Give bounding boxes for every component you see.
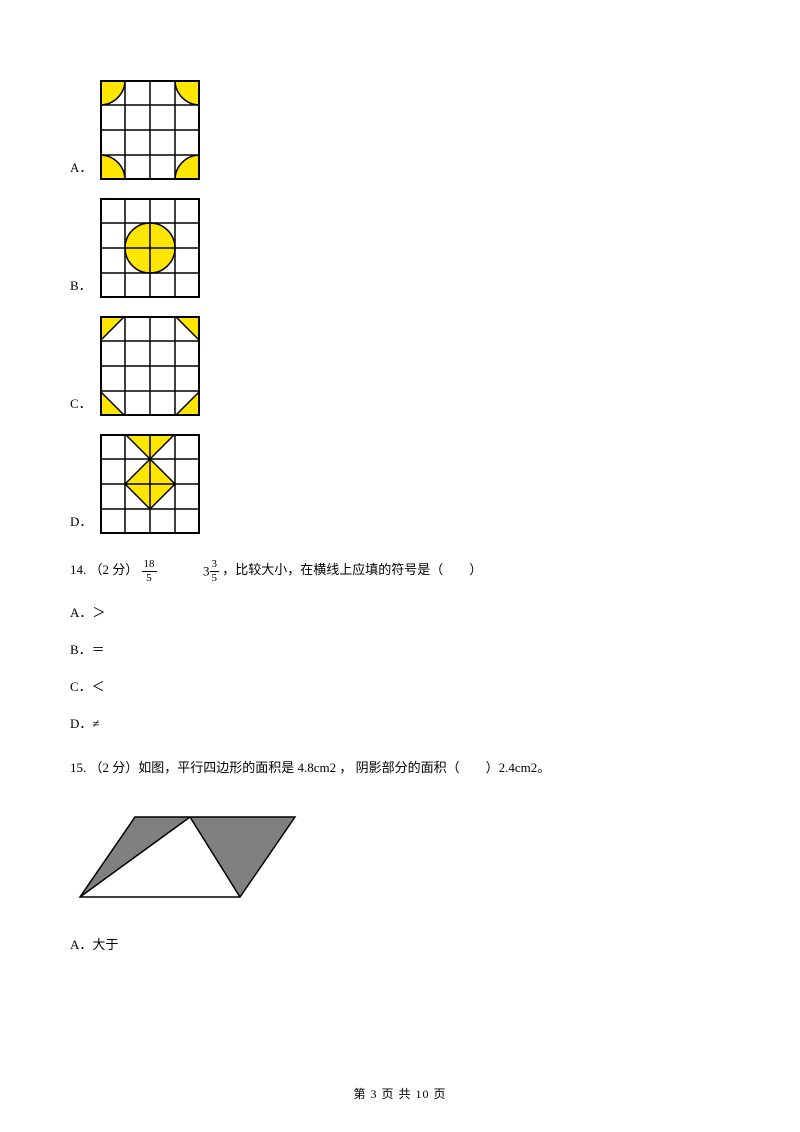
question-15-text: 15. （2 分）如图，平行四边形的面积是 4.8cm2 ， 阴影部分的面积（ … xyxy=(70,756,730,779)
question-14-text: 14. （2 分） 18 5 3 3 5 ，比较大小，在横线上应填的符号是（ ） xyxy=(70,558,730,584)
q14-option-b: B．＝ xyxy=(70,639,730,658)
option-a-grid-figure xyxy=(100,80,200,180)
option-d-grid-figure xyxy=(100,434,200,534)
option-c-row: C． xyxy=(70,316,730,416)
q14-gap xyxy=(160,559,200,582)
option-a-row: A． xyxy=(70,80,730,180)
q14-prefix: 14. （2 分） xyxy=(70,562,138,577)
q14-option-a: A．＞ xyxy=(70,602,730,621)
footer-mid: 页 共 xyxy=(377,1087,415,1101)
option-b-grid-figure xyxy=(100,198,200,298)
q14-option-c: C．＜ xyxy=(70,676,730,695)
footer-total: 10 xyxy=(416,1087,430,1101)
footer-prefix: 第 xyxy=(353,1087,370,1101)
q14-option-d: D．≠ xyxy=(70,713,730,732)
footer-suffix: 页 xyxy=(430,1087,447,1101)
q14-tail: ，比较大小，在横线上应填的符号是（ ） xyxy=(222,562,482,577)
option-c-label: C． xyxy=(70,393,92,416)
option-d-row: D． xyxy=(70,434,730,534)
parallelogram-figure xyxy=(70,807,730,906)
q14-fraction2: 3 5 xyxy=(210,559,220,584)
option-c-grid-figure xyxy=(100,316,200,416)
option-d-label: D． xyxy=(70,511,92,534)
page-footer: 第 3 页 共 10 页 xyxy=(0,1085,800,1102)
q14-fraction1: 18 5 xyxy=(142,559,157,584)
q15-option-a: A．大于 xyxy=(70,934,730,953)
option-b-row: B． xyxy=(70,198,730,298)
option-a-label: A． xyxy=(70,157,92,180)
option-b-label: B． xyxy=(70,275,92,298)
